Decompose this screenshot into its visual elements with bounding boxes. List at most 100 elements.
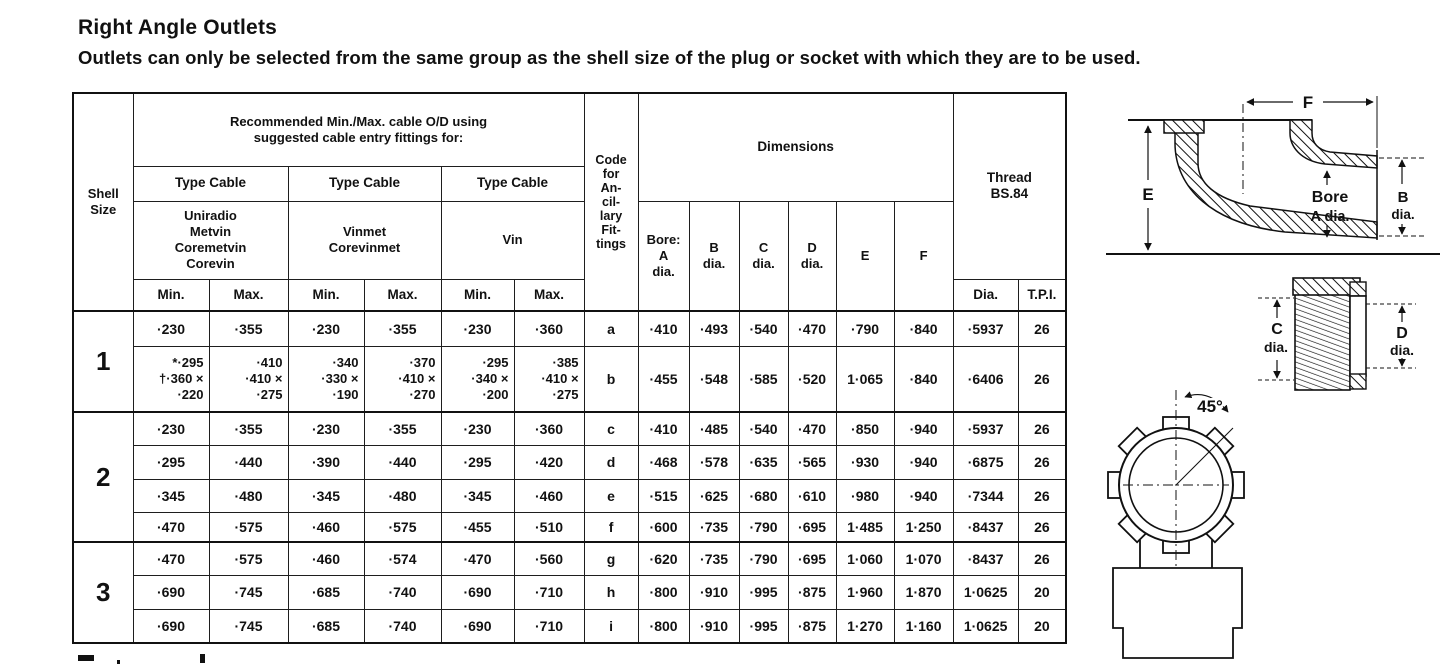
value-cell: ·875 (787, 574, 837, 610)
value-cell: ·480 (363, 478, 442, 513)
outlet-upper-wall (1289, 119, 1378, 169)
col-header-c-dia: C dia. (738, 200, 789, 312)
value-cell: ·710 (513, 608, 585, 644)
value-cell: ·230 (440, 310, 515, 347)
value-cell: ·548 (688, 345, 740, 413)
table-row: 2·230·355·230·355·230·360 c ·410·485·540·4… (72, 411, 1067, 543)
value-cell: 1·870 (893, 574, 954, 610)
value-cell: ·390 (287, 444, 365, 480)
table-row: ·295·440·390·440·295·420 d ·468·578·635·56… (73, 444, 1067, 480)
value-cell: ·745 (208, 574, 289, 610)
ancillary-code-cell: g (583, 541, 639, 576)
value-cell: ·740 (363, 608, 442, 644)
value-cell: 1·270 (835, 608, 895, 644)
outlets-table: Shell Size Recommended Min./Max. cable O… (72, 92, 1068, 644)
table-row: ·345·480·345·480·345·460 e ·515·625·680·61… (73, 478, 1067, 513)
right-lug-bottom (1349, 373, 1367, 390)
value-cell: ·6406 (952, 345, 1019, 413)
value-cell: ·840 (893, 310, 954, 347)
value-cell: ·460 (513, 478, 585, 513)
header-row-2: Type Cable Type Cable Type Cable (73, 165, 1066, 202)
dimension-arrow-c (1258, 297, 1294, 381)
value-cell: ·345 (287, 478, 365, 513)
col-header-brand-vin: Vin (440, 200, 585, 280)
value-cell: ·470 (787, 310, 837, 347)
base-outline (1112, 567, 1243, 659)
elbow-cross-section-diagram: F E Bore A dia. B dia. (1106, 93, 1440, 255)
table-row: 1·230·355·230·355·230·360 a ·410·493·540·4… (72, 310, 1067, 413)
value-cell: ·735 (688, 541, 740, 576)
value-cell: ·600 (637, 511, 690, 543)
value-cell: ·470 (132, 541, 210, 576)
header-row-4: Min. Max. Min. Max. Min. Max. Dia. T.P.I… (73, 278, 1067, 312)
value-cell: 26 (1017, 345, 1067, 413)
value-cell: ·575 (208, 541, 289, 576)
value-cell: ·790 (835, 310, 895, 347)
value-cell: ·635 (738, 444, 789, 480)
value-cell: ·8437 (952, 541, 1019, 576)
ancillary-code-cell: a (583, 310, 639, 347)
col-header-d-dia: D dia. (787, 200, 837, 312)
col-header-type-cable-1: Type Cable (132, 165, 289, 202)
col-header-dimensions: Dimensions (637, 92, 954, 202)
outlet-top-view-diagram: 45° (1107, 390, 1245, 659)
value-cell: ·515 (637, 478, 690, 513)
value-cell: ·385 ·410 × ·275 (513, 345, 585, 413)
value-cell: ·460 (287, 541, 365, 576)
col-header-min-3: Min. (440, 278, 515, 312)
value-cell: ·575 (208, 511, 289, 543)
value-cell: 20 (1017, 574, 1067, 610)
value-cell: 1·160 (893, 608, 954, 644)
value-cell: ·230 (440, 411, 515, 446)
value-cell: ·540 (738, 310, 789, 347)
value-cell: 1·0625 (952, 608, 1019, 644)
flange-section (1163, 119, 1205, 134)
ancillary-code-cell: b (583, 345, 639, 413)
col-header-min-2: Min. (287, 278, 365, 312)
value-cell: ·995 (738, 574, 789, 610)
value-cell: 26 (1017, 444, 1067, 480)
value-cell: ·355 (208, 310, 289, 347)
value-cell: ·910 (688, 608, 740, 644)
value-cell: ·460 (287, 511, 365, 543)
table-row: ·690·745·685·740·690·710 h ·800·910·995·87… (73, 574, 1067, 610)
angle-leader-arc (1184, 391, 1229, 413)
value-cell: ·470 (787, 411, 837, 446)
value-cell: ·695 (787, 541, 837, 576)
label-bore-line1: Bore (1312, 189, 1349, 206)
value-cell: ·940 (893, 478, 954, 513)
right-lug-top (1349, 281, 1367, 297)
col-header-f: F (893, 200, 954, 312)
value-cell: ·360 (513, 310, 585, 347)
table-row: *·295 †·360 × ·220·410 ·410 × ·275·340 ·… (73, 345, 1067, 413)
value-cell: ·7344 (952, 478, 1019, 513)
ancillary-code-cell: h (583, 574, 639, 610)
value-cell: ·565 (787, 444, 837, 480)
col-header-max-2: Max. (363, 278, 442, 312)
mounting-lugs (1107, 416, 1245, 554)
header-row-3: Uniradio Metvin Coremetvin Corevin Vinme… (73, 200, 1066, 312)
col-header-type-cable-3: Type Cable (440, 165, 585, 202)
shell-size-value: 3 (72, 541, 134, 644)
value-cell: ·420 (513, 444, 585, 480)
value-cell: ·6875 (952, 444, 1019, 480)
col-header-recommended: Recommended Min./Max. cable O/D using su… (132, 92, 585, 167)
value-cell: ·345 (132, 478, 210, 513)
value-cell: ·690 (132, 608, 210, 644)
value-cell: ·735 (688, 511, 740, 543)
col-header-min-1: Min. (132, 278, 210, 312)
value-cell: ·800 (637, 574, 690, 610)
page-subtitle: Outlets can only be selected from the sa… (78, 47, 1141, 68)
value-cell: ·360 (513, 411, 585, 446)
label-45-degrees: 45° (1197, 397, 1223, 416)
value-cell: ·295 (440, 444, 515, 480)
col-header-thread-tpi: T.P.I. (1017, 278, 1067, 312)
value-cell: ·540 (738, 411, 789, 446)
col-header-max-1: Max. (208, 278, 289, 312)
col-header-bore-a-dia: Bore: A dia. (637, 200, 690, 312)
value-cell: ·410 (637, 411, 690, 446)
value-cell: ·230 (287, 310, 365, 347)
value-cell: ·340 ·330 × ·190 (287, 345, 365, 413)
value-cell: ·840 (893, 345, 954, 413)
value-cell: ·230 (287, 411, 365, 446)
